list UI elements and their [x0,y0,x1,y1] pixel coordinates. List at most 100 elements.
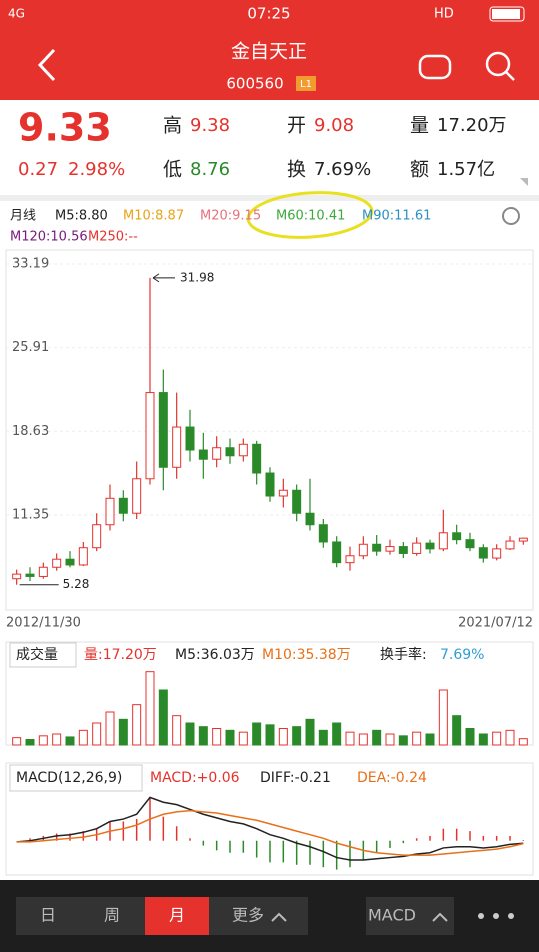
candle-body [478,547,488,559]
legend-item: 7.69% [440,647,484,663]
field-value: 7.69% [314,159,371,180]
candle-body [385,546,395,552]
candle-body [518,537,528,542]
tab[interactable]: 周 [104,906,120,925]
field-label: 低 [163,159,182,181]
candle-body [465,539,475,549]
candle-body [318,524,328,543]
more-caret [271,912,287,922]
field-value: 9.38 [190,115,230,136]
search-icon[interactable] [485,51,511,77]
legend-item: 量:17.20万 [84,647,157,663]
legend-item: DEA:-0.24 [357,770,427,786]
legend-title: 成交量 [16,646,58,663]
ma-period: 月线 [10,209,36,224]
max-label: 31.98 [180,270,214,284]
volume-bar [12,737,22,746]
volume-bar [212,728,222,746]
menu-dot [493,913,499,919]
candle-body [52,558,62,568]
volume-bar [25,739,35,746]
ma-legend-item: M10:8.87 [123,209,184,224]
tab[interactable]: 日 [40,906,56,925]
volume-bar [492,731,502,746]
candle-body [145,392,155,480]
volume-bar [132,704,142,746]
max-arrowhead [152,273,160,283]
volume-bar [452,715,462,746]
volume-bar [278,728,288,746]
volume-bar [172,715,182,746]
candle-body [12,573,22,580]
diff-line [16,796,524,861]
menu-dot [508,913,514,919]
legend-item: M5:36.03万 [175,647,255,663]
hd: HD [434,7,454,22]
badge: L1 [300,79,312,90]
candle-body [238,443,248,457]
candle-body [345,555,355,564]
volume-bar [238,731,248,746]
candle-body [105,497,115,526]
volume-bar [92,722,102,746]
change: 0.27 [18,159,58,180]
field-label: 量 [410,115,429,137]
candle-body [492,548,502,559]
field-value: 9.08 [314,115,354,136]
candle-body [398,546,408,554]
volume-bar [332,722,342,746]
macd-frame [5,762,534,876]
candle-body [78,547,88,566]
candle-body [265,472,275,497]
x-tick-label: 2012/11/30 [6,616,81,631]
min-label: 5.28 [63,577,90,591]
y-tick-label: 18.63 [12,424,49,439]
x-tick-label: 2021/07/12 [458,616,533,631]
divider [0,195,539,201]
candle-body [92,524,102,549]
legend-title: MACD(12,26,9) [16,770,122,786]
tab[interactable]: 更多 [232,906,264,925]
ma-legend-item: M120:10.56 [10,230,88,245]
battery [489,6,525,22]
volume-bar [265,724,275,746]
robot-icon[interactable] [418,54,452,80]
field-label: 额 [410,159,429,181]
menu-dot [478,913,484,919]
tab[interactable]: 月 [169,906,185,925]
volume-bar [505,729,515,746]
volume-bar [225,729,235,746]
volume-bar [105,711,115,746]
field-value: 8.76 [190,159,230,180]
candle-body [212,447,222,460]
candle-body [158,392,168,468]
change-pct: 2.98% [68,159,125,180]
candle-body [172,426,182,468]
volume-bar [198,726,208,746]
candle-body [132,478,142,514]
volume-bar [305,718,315,746]
settings-icon[interactable] [502,207,520,225]
candle-body [332,541,342,564]
stock-name: 金自天正 [231,41,307,63]
network: 4G [8,7,25,21]
volume-bar [252,722,262,746]
candle-body [198,449,208,460]
volume-bar [345,731,355,746]
legend-item: 换手率: [380,646,427,663]
legend-item: M10:35.38万 [262,647,351,663]
candle-body [425,542,435,550]
volume-bar [52,733,62,746]
back-button[interactable] [37,48,56,82]
candle-body [225,447,235,457]
volume-bar [318,729,328,746]
search-handle [505,71,515,81]
volume-bar [65,736,75,746]
volume-bar [118,718,128,746]
volume-bar [385,733,395,746]
price: 9.33 [18,106,112,150]
legend-item: DIFF:-0.21 [260,770,331,786]
candle-body [505,540,515,550]
indicator-button[interactable]: MACD [368,906,416,925]
